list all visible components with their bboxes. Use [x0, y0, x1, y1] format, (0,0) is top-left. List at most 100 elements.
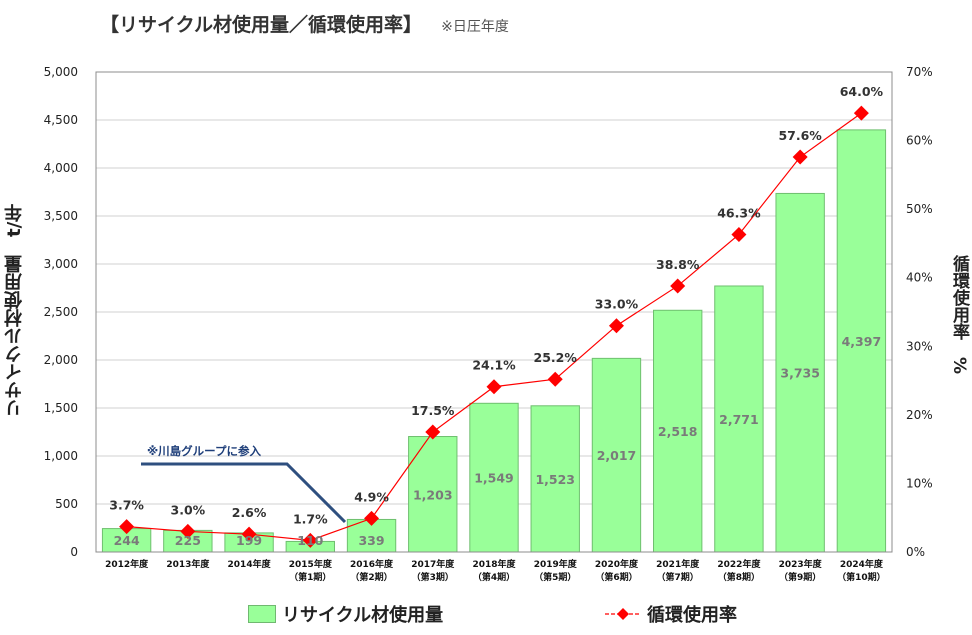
x-tick-label: 2023年度 — [779, 558, 823, 570]
line-value-label: 38.8% — [656, 257, 700, 272]
line-value-label: 46.3% — [717, 206, 761, 221]
legend-item-bar: リサイクル材使用量 — [248, 601, 443, 627]
y-axis-right-label: 循環使用率 % — [949, 255, 969, 375]
line-point — [853, 105, 869, 121]
y-tick-label: 5,000 — [44, 65, 78, 79]
y-tick-label: 2,000 — [44, 353, 78, 367]
x-tick-label: 2017年度 — [411, 558, 455, 570]
legend-bar-swatch — [248, 605, 276, 623]
legend-line-swatch — [605, 608, 641, 620]
x-category-ticks: 2012年度 2013年度 2014年度 2015年度（第1期） 2016年度（第2期）… — [105, 558, 886, 583]
x-tick-label: 2014年度 — [228, 558, 272, 570]
chart-subtitle: ※日圧年度 — [441, 19, 509, 35]
bar — [775, 192, 825, 553]
line-value-label: 33.0% — [595, 297, 639, 312]
x-tick-label: （第3期） — [412, 571, 454, 583]
x-tick-label: 2016年度 — [350, 558, 394, 570]
bar-value-label: 2,017 — [597, 448, 637, 463]
x-tick-label: 2020年度 — [595, 558, 639, 570]
line-value-label: 1.7% — [293, 511, 328, 526]
line-point — [731, 227, 747, 243]
y2-tick-label: 20% — [906, 408, 933, 422]
line-point — [119, 519, 135, 535]
bar-value-label: 2,518 — [658, 424, 698, 439]
x-tick-label: （第4期） — [473, 571, 515, 583]
x-tick-label: 2021年度 — [656, 558, 700, 570]
bar-value-label: 4,397 — [842, 334, 882, 349]
line-point — [302, 532, 318, 548]
x-tick-label: （第10期） — [837, 571, 886, 583]
line-value-label: 24.1% — [472, 358, 516, 373]
line-value-label: 2.6% — [232, 505, 267, 520]
bar-value-label: 199 — [236, 533, 262, 548]
plot-border — [95, 71, 893, 553]
y2-tick-label: 60% — [906, 134, 933, 148]
x-tick-label: 2013年度 — [166, 558, 210, 570]
bar — [530, 405, 580, 553]
line-point — [486, 379, 502, 395]
line-point — [792, 149, 808, 165]
x-tick-label: （第2期） — [350, 571, 392, 583]
y-left-ticks: 0 500 1,000 1,500 2,000 2,500 3,000 3,500 4,000 4… — [44, 65, 78, 559]
line-point — [425, 424, 441, 440]
y2-tick-label: 0% — [906, 545, 925, 559]
x-tick-label: （第1期） — [289, 571, 331, 583]
y-tick-label: 500 — [55, 497, 78, 511]
chart-title: 【リサイクル材使用量／循環使用率】 — [100, 14, 423, 36]
x-tick-label: 2012年度 — [105, 558, 149, 570]
annotation: ※川島グループに参入 — [141, 444, 347, 524]
title-row: 【リサイクル材使用量／循環使用率】 ※日圧年度 — [100, 10, 509, 37]
line-point — [608, 318, 624, 334]
line-value-label: 64.0% — [840, 84, 884, 99]
bar — [653, 309, 703, 553]
y2-tick-label: 70% — [906, 65, 933, 79]
legend-bar-label: リサイクル材使用量 — [282, 605, 444, 626]
y-tick-label: 1,000 — [44, 449, 78, 463]
x-tick-label: 2018年度 — [472, 558, 516, 570]
y2-tick-label: 10% — [906, 476, 933, 490]
x-tick-label: （第5期） — [534, 571, 576, 583]
y-axis-left-label: リサイクル材使用量 t/年 — [4, 203, 25, 417]
y2-tick-label: 30% — [906, 339, 933, 353]
line-value-label: 25.2% — [534, 350, 578, 365]
data-labels: 244 225 199 110 339 1,203 1,549 1,523 2,017 2,518… — [109, 84, 883, 548]
line-value-label: 3.0% — [171, 502, 206, 517]
x-tick-label: （第6期） — [595, 571, 637, 583]
chart-canvas: 0 500 1,000 1,500 2,000 2,500 3,000 3,500 4,000 4… — [44, 65, 933, 583]
x-tick-label: 2024年度 — [840, 558, 884, 570]
annotation-leader-line — [141, 462, 347, 524]
bar-value-label: 2,771 — [719, 412, 759, 427]
x-tick-label: 2019年度 — [534, 558, 578, 570]
y2-tick-label: 40% — [906, 271, 933, 285]
line-value-label: 3.7% — [109, 498, 144, 513]
legend-line-label: 循環使用率 — [647, 605, 737, 626]
legend: リサイクル材使用量 循環使用率 — [0, 601, 972, 629]
bar — [714, 285, 764, 553]
bar-value-label: 1,203 — [413, 487, 453, 502]
y2-tick-label: 50% — [906, 202, 933, 216]
bar-value-label: 110 — [297, 533, 323, 548]
line-point — [180, 523, 196, 539]
line-value-label: 57.6% — [778, 128, 822, 143]
x-tick-label: （第8期） — [718, 571, 760, 583]
bar-value-label: 339 — [358, 533, 384, 548]
bar-value-label: 1,523 — [535, 472, 575, 487]
bar-value-label: 3,735 — [780, 366, 820, 381]
bar-value-label: 1,549 — [474, 471, 514, 486]
legend-item-line: 循環使用率 — [605, 601, 737, 627]
y-tick-label: 1,500 — [44, 401, 78, 415]
line-point — [547, 371, 563, 387]
y-tick-label: 0 — [70, 545, 78, 559]
bar-value-label: 244 — [114, 533, 140, 548]
y-tick-label: 3,000 — [44, 257, 78, 271]
x-tick-label: （第7期） — [657, 571, 699, 583]
annotation-text: ※川島グループに参入 — [147, 444, 261, 458]
y-tick-label: 2,500 — [44, 305, 78, 319]
line-point — [364, 510, 380, 526]
line-value-label: 17.5% — [411, 403, 455, 418]
x-tick-label: 2015年度 — [289, 558, 333, 570]
y-tick-label: 4,000 — [44, 161, 78, 175]
y-tick-label: 4,500 — [44, 113, 78, 127]
line-point — [241, 526, 257, 542]
line-value-label: 4.9% — [354, 489, 389, 504]
